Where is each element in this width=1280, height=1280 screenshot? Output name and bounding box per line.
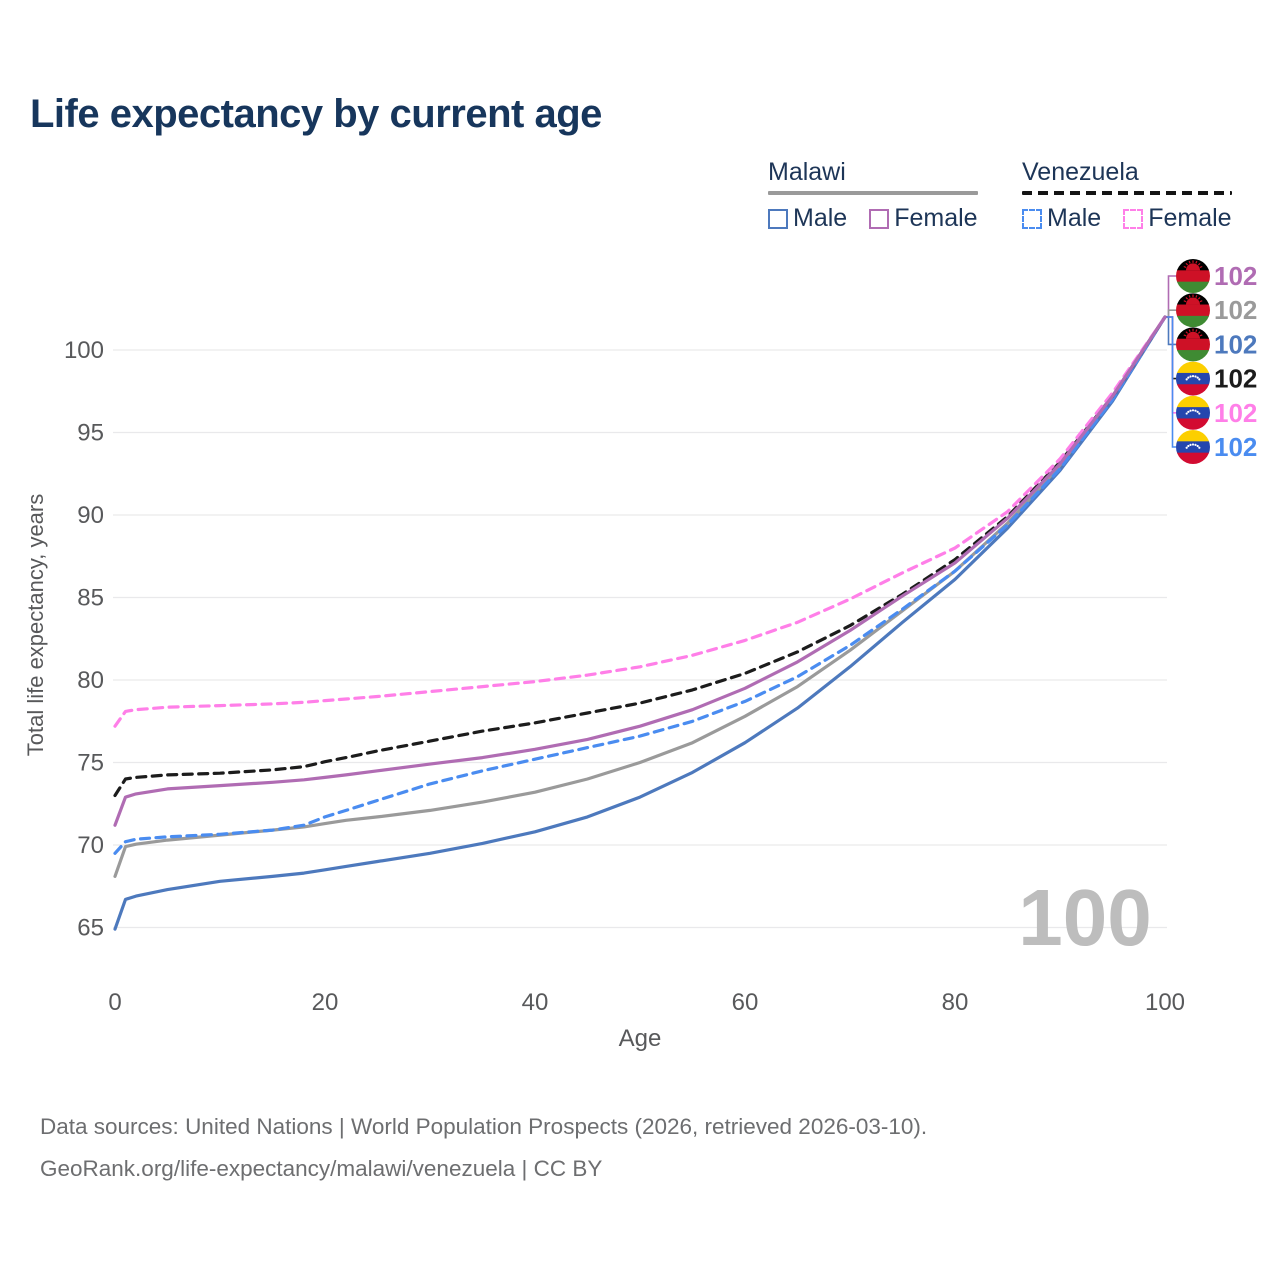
series-line-malawi-male [113,315,1167,931]
y-tick-label: 80 [77,667,104,694]
series-line-venezuela-female [113,315,1167,728]
malawi-flag-icon [1176,327,1210,362]
chart-footer: Data sources: United Nations | World Pop… [40,1106,927,1189]
x-tick-label: 40 [522,989,549,1016]
malawi-male-swatch-icon [768,208,788,229]
age-counter-watermark: 100 [1018,873,1151,962]
x-tick-label: 60 [732,989,759,1016]
venezuela-flag-icon [1176,395,1210,430]
venezuela-flag-icon [1176,361,1210,396]
legend-label: Female [894,204,978,232]
venezuela-line-style-swatch [1022,191,1232,195]
malawi-flag-icon [1176,293,1210,328]
venezuela-flag-icon [1176,430,1210,464]
legend-label: Male [1047,204,1102,232]
chart-legend: Malawi Male Female Venezuela Male [0,158,1280,238]
legend-item-malawi-female[interactable]: Female [869,204,978,233]
legend-item-venezuela-male[interactable]: Male [1022,204,1101,233]
y-tick-label: 75 [77,750,104,777]
end-label-row: 102 [1176,361,1257,396]
x-axis-title: Age [619,1025,662,1052]
legend-country-venezuela: Venezuela [1022,158,1139,186]
end-value-label: 102 [1214,364,1257,394]
y-tick-label: 100 [64,337,104,364]
x-tick-label: 0 [108,989,121,1016]
end-label-leader [1166,316,1176,346]
x-tick-label: 100 [1145,989,1185,1016]
end-label-leader [1166,316,1176,414]
series-line-venezuela-male [113,315,1167,855]
y-tick-label: 90 [77,502,104,529]
footer-attribution: GeoRank.org/life-expectancy/malawi/venez… [40,1155,603,1181]
end-value-label: 102 [1214,432,1257,462]
footer-data-sources: Data sources: United Nations | World Pop… [40,1114,928,1139]
end-label-leader [1166,309,1176,318]
end-label-row: 102 [1176,259,1257,293]
end-value-label: 102 [1214,398,1257,428]
legend-item-venezuela-female[interactable]: Female [1123,204,1232,233]
malawi-flag-icon [1176,259,1210,293]
series-line-malawi-both [113,315,1167,879]
legend-group-venezuela: Venezuela Male Female [1022,158,1232,233]
series-line-venezuela-both [113,315,1167,798]
series-line-malawi-female [113,315,1167,827]
legend-item-malawi-male[interactable]: Male [768,204,847,233]
y-tick-label: 65 [77,915,104,942]
page-title: Life expectancy by current age [30,92,602,136]
end-label-row: 102 [1176,430,1257,464]
x-tick-label: 80 [942,989,969,1016]
legend-label: Male [793,204,848,232]
end-value-label: 102 [1214,329,1257,359]
x-tick-label: 20 [312,989,339,1016]
y-axis-title: Total life expectancy, years [23,494,48,757]
end-value-label: 102 [1214,261,1257,291]
legend-country-malawi: Malawi [768,158,846,186]
end-label-leader [1166,316,1176,380]
end-value-label: 102 [1214,295,1257,325]
legend-group-malawi: Malawi Male Female [768,158,978,233]
end-label-leader [1166,316,1176,448]
end-label-row: 102 [1176,395,1257,430]
venezuela-male-swatch-icon [1022,208,1042,229]
end-label-row: 102 [1176,327,1257,362]
malawi-line-style-swatch [768,191,978,195]
end-label-row: 102 [1176,293,1257,328]
malawi-female-swatch-icon [869,208,890,229]
legend-label: Female [1148,204,1232,232]
venezuela-female-swatch-icon [1123,208,1144,229]
y-tick-label: 70 [77,832,104,859]
y-tick-label: 85 [77,585,104,612]
y-tick-label: 95 [77,420,104,447]
